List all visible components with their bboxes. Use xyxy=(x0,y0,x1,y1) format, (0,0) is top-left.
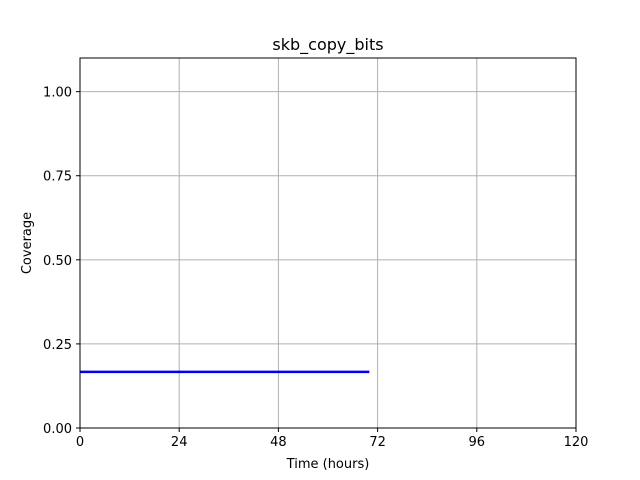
x-axis-label: Time (hours) xyxy=(286,457,370,472)
y-axis-label: Coverage xyxy=(20,212,35,274)
y-tick-label: 0.50 xyxy=(43,254,72,269)
x-tick-label: 120 xyxy=(564,435,589,450)
x-tick-label: 48 xyxy=(270,435,287,450)
x-tick-label: 72 xyxy=(369,435,386,450)
x-tick-label: 96 xyxy=(469,435,486,450)
plot-frame xyxy=(79,57,577,429)
y-tick-label: 0.75 xyxy=(43,170,72,185)
tick-layer: 0 24 48 72 96 120 0.00 0.25 0.50 0.75 1.00 xyxy=(43,86,588,450)
x-tick-label: 0 xyxy=(76,435,84,450)
y-tick-label: 0.25 xyxy=(43,338,72,353)
x-tick-label: 24 xyxy=(171,435,188,450)
y-tick-label: 1.00 xyxy=(43,86,72,101)
y-tick-label: 0.00 xyxy=(43,422,72,437)
chart-title: skb_copy_bits xyxy=(272,35,383,55)
